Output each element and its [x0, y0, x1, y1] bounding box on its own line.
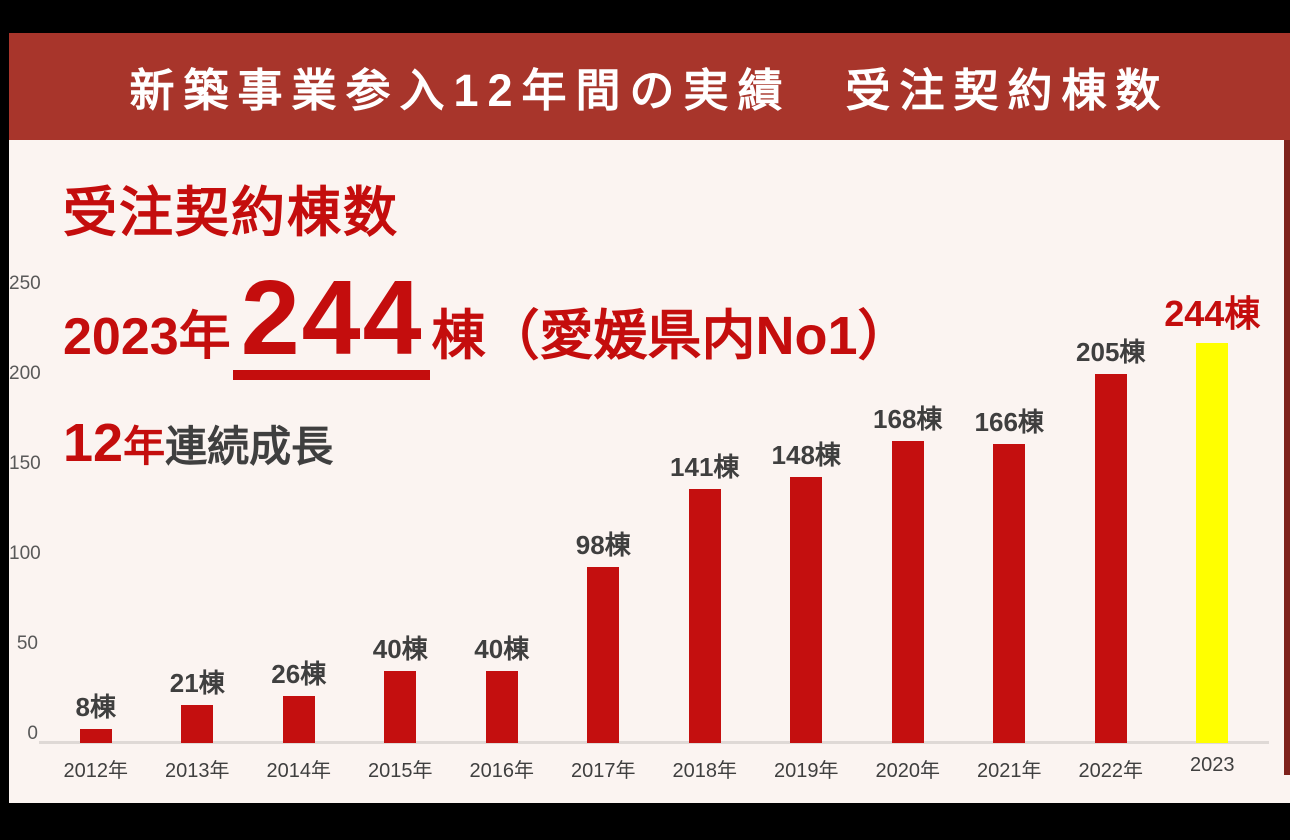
bar-value-label: 168棟	[873, 403, 943, 434]
bar	[993, 444, 1026, 743]
x-axis-label: 2015年	[368, 760, 433, 782]
bar-value-label: 98棟	[575, 529, 631, 560]
bar-value-label: 205棟	[1076, 337, 1146, 367]
headline-big-number: 244	[232, 265, 430, 380]
y-axis-tick-label: 100	[9, 543, 41, 564]
bar-highlight	[1196, 343, 1229, 743]
x-axis-label: 2014年	[266, 760, 332, 782]
slide: 新築事業参入12年間の実績 受注契約棟数 受注契約棟数 2023年 244 棟（愛媛…	[9, 33, 1290, 803]
y-axis-tick-label: 150	[9, 453, 41, 474]
bar-column: 148棟 2019年	[756, 435, 858, 782]
x-axis-label: 2022年	[1078, 760, 1144, 782]
x-axis-label: 2012年	[63, 760, 129, 782]
x-axis-label: 2023	[1190, 754, 1235, 776]
bar-value-label: 26棟	[271, 659, 327, 690]
y-axis-tick-label: 250	[9, 273, 41, 294]
growth-number: 12	[63, 413, 124, 473]
bar	[790, 476, 823, 743]
bar	[587, 566, 620, 743]
bar-column: 98棟 2017年	[553, 525, 655, 782]
y-axis-tick-label: 50	[16, 633, 38, 654]
bar	[384, 671, 417, 743]
x-axis-label: 2017年	[571, 760, 636, 782]
bar	[79, 728, 112, 743]
bar-column: 26棟 2014年	[248, 654, 350, 782]
x-axis-label: 2018年	[672, 760, 738, 782]
x-axis-label: 2021年	[977, 760, 1042, 782]
title-banner: 新築事業参入12年間の実績 受注契約棟数	[9, 33, 1290, 140]
bar-column: 166棟 2021年	[959, 402, 1061, 782]
bar	[891, 440, 924, 743]
bar-value-label: 40棟	[372, 634, 428, 664]
x-axis-line	[39, 741, 1269, 744]
bar-column: 205棟 2022年	[1060, 332, 1162, 782]
slide-body: 受注契約棟数 2023年 244 棟（愛媛県内No1） 12年 連続成長 0 50 100…	[9, 140, 1290, 803]
x-axis-label: 2013年	[165, 760, 230, 782]
bar-column: 244棟 2023	[1162, 285, 1264, 776]
right-edge-strip	[1284, 140, 1290, 775]
bar-column: 141棟 2018年	[654, 447, 756, 782]
x-axis-label: 2019年	[774, 760, 839, 782]
growth-years: 12年	[63, 412, 165, 474]
growth-text: 連続成長	[165, 423, 334, 470]
y-axis-tick-label: 200	[9, 363, 41, 384]
bar-column: 40棟 2015年	[350, 629, 452, 782]
section-title: 受注契約棟数	[63, 183, 399, 243]
bars-container: 8棟 2012年 21棟 2013年 26棟 2014年 40棟 2015年 40棟 2016年 9…	[45, 285, 1264, 782]
banner-title: 新築事業参入12年間の実績 受注契約棟数	[129, 65, 1170, 116]
bar-column: 21棟 2013年	[147, 663, 249, 782]
bar-column: 40棟 2016年	[451, 629, 553, 782]
headline-suffix: 棟（愛媛県内No1）	[431, 306, 912, 366]
bar-value-label: 166棟	[974, 407, 1044, 438]
bar	[688, 489, 721, 743]
bar-value-label-highlight: 244棟	[1164, 293, 1261, 335]
bar	[1094, 374, 1127, 743]
bar-value-label: 21棟	[169, 668, 225, 699]
headline: 2023年 244 棟（愛媛県内No1）	[63, 265, 912, 380]
bar	[485, 671, 518, 743]
x-axis-label: 2016年	[469, 760, 535, 782]
bar-chart: 0 50 100 150 200 250 8棟 2012年 21棟 2013年 26棟 2014年 4…	[9, 140, 1290, 803]
bar-value-label: 40棟	[474, 634, 530, 664]
bar	[282, 696, 315, 743]
growth-subline: 12年 連続成長	[63, 412, 333, 474]
bar-value-label: 8棟	[75, 691, 116, 722]
bar-value-label: 141棟	[670, 452, 740, 483]
headline-year: 2023年	[63, 308, 231, 366]
bar-column: 168棟 2020年	[857, 399, 959, 782]
x-axis-label: 2020年	[875, 760, 941, 782]
bar-column: 8棟 2012年	[45, 687, 147, 782]
bar	[181, 705, 214, 743]
bar-value-label: 148棟	[771, 439, 841, 470]
y-axis-tick-label: 0	[27, 723, 38, 744]
growth-unit: 年	[123, 423, 166, 470]
